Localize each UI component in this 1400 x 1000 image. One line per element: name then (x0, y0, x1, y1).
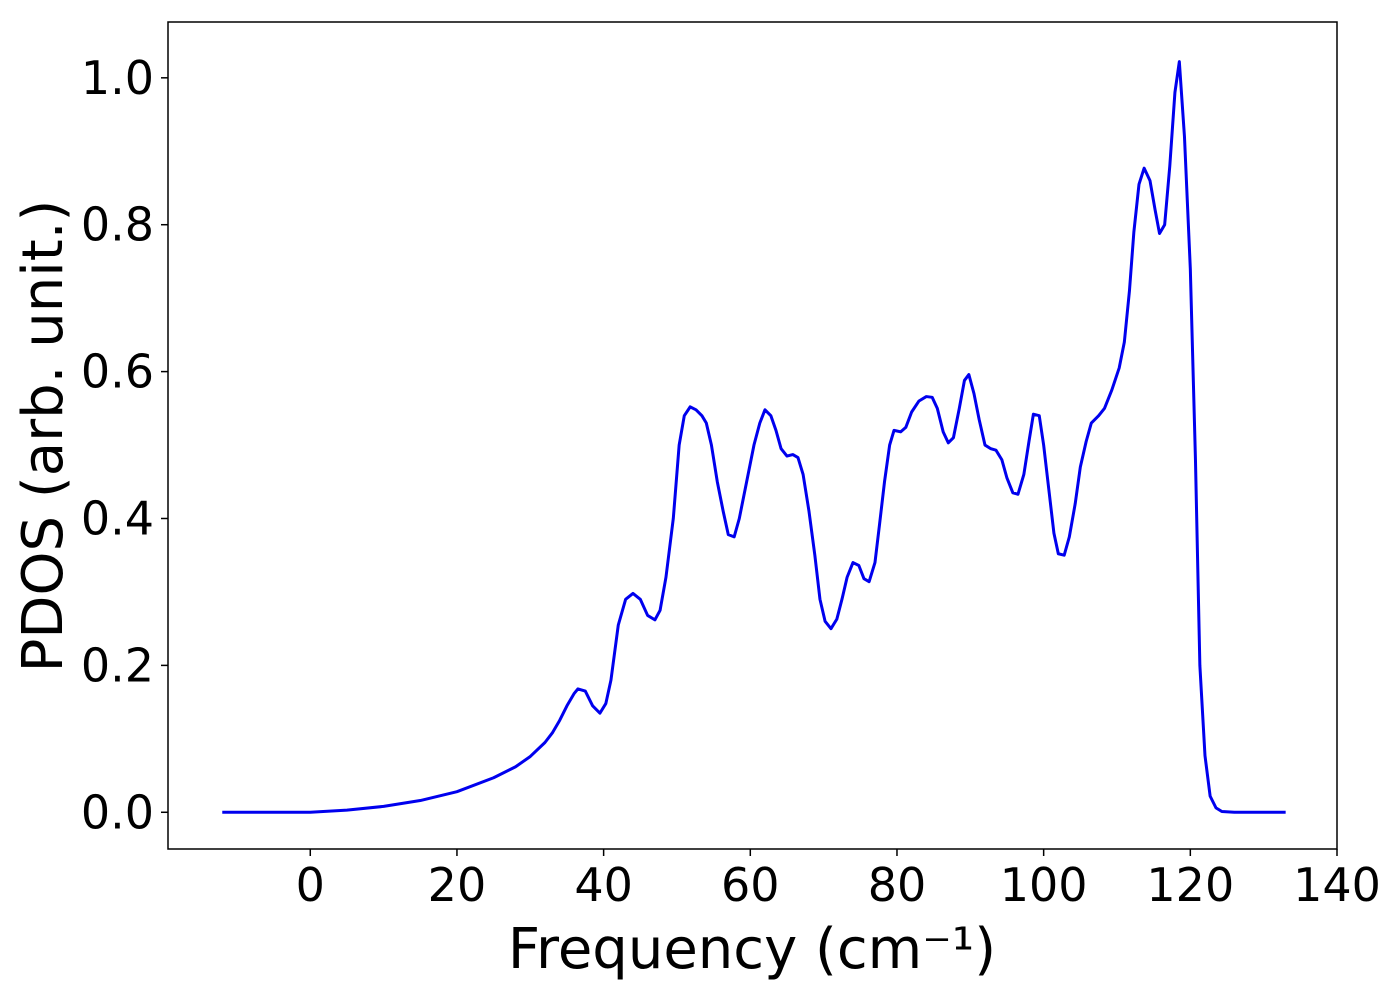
data-line (222, 60, 1286, 814)
y-tick-label: 0.4 (81, 491, 154, 545)
x-tick-label: 0 (296, 858, 325, 912)
y-tick-label: 0.8 (81, 198, 154, 252)
x-tick-label: 20 (428, 858, 487, 912)
x-axis-label: Frequency (cm⁻¹) (508, 917, 996, 982)
plot-frame (167, 21, 1338, 850)
y-tick-label: 0.2 (81, 638, 154, 692)
y-tick-label: 1.0 (81, 51, 154, 105)
y-tick-label: 0.0 (81, 785, 154, 839)
x-tick-label: 40 (574, 858, 633, 912)
x-tick-label: 60 (721, 858, 780, 912)
x-tick-label: 100 (1000, 858, 1088, 912)
y-tick-label: 0.6 (81, 345, 154, 399)
y-axis-label: PDOS (arb. unit.) (11, 200, 76, 673)
x-tick-label: 140 (1293, 858, 1381, 912)
x-tick-label: 120 (1146, 858, 1234, 912)
x-tick-label: 80 (868, 858, 927, 912)
